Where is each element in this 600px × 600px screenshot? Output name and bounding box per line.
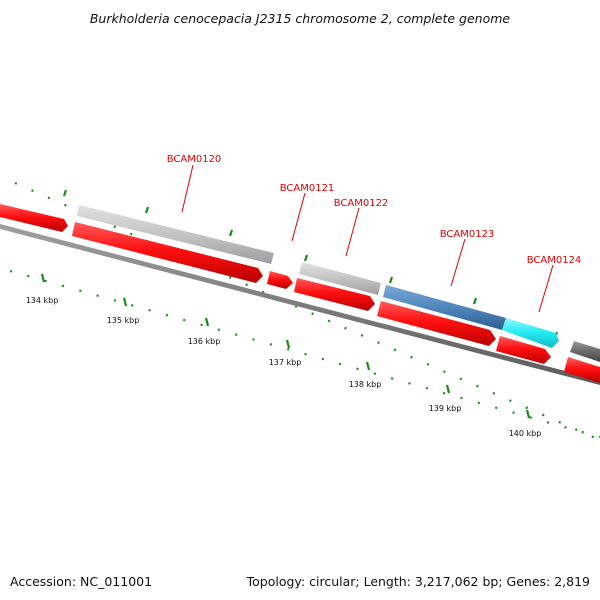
- map-title: Burkholderia cenocepacia J2315 chromosom…: [90, 11, 511, 26]
- gene-next-feature[interactable]: [570, 341, 600, 362]
- accession-text: Accession: NC_011001: [10, 574, 152, 589]
- genome-summary-text: Topology: circular; Length: 3,217,062 bp…: [246, 574, 590, 589]
- gene-label-BCAM0123[interactable]: BCAM0123: [440, 229, 495, 240]
- cds-arrow-BCAM0124[interactable]: [496, 336, 551, 364]
- scale-label-139: 139 kbp: [429, 404, 462, 413]
- gene-BCAM0124-feature[interactable]: [502, 318, 559, 348]
- scale-label-138: 138 kbp: [349, 380, 382, 389]
- gene-label-BCAM0120[interactable]: BCAM0120: [167, 154, 222, 165]
- gene-BCAM0122-feature[interactable]: [299, 262, 381, 295]
- scale-label-137: 137 kbp: [269, 358, 302, 367]
- gene-label-BCAM0122[interactable]: BCAM0122: [334, 198, 389, 209]
- scale-label-140: 140 kbp: [509, 429, 542, 438]
- label-leaders: [181, 164, 554, 313]
- cds-arrow-BCAM0123[interactable]: [377, 301, 496, 346]
- feature-track-upper: [77, 205, 600, 362]
- cds-track: [0, 204, 600, 383]
- inner-tick-track: [9, 269, 600, 439]
- scale-label-135: 135 kbp: [107, 316, 140, 325]
- cds-arrow-BCAM0122[interactable]: [294, 278, 375, 311]
- scale-label-136: 136 kbp: [188, 337, 221, 346]
- cds-arrow-0[interactable]: [0, 204, 68, 232]
- cds-arrow-BCAM0120[interactable]: [72, 222, 263, 283]
- gene-BCAM0123-feature[interactable]: [383, 285, 506, 330]
- cds-arrow-next[interactable]: [564, 357, 600, 383]
- scale-label-134: 134 kbp: [26, 296, 59, 305]
- chromosome-backbone: [0, 224, 600, 385]
- cds-arrow-BCAM0121[interactable]: [267, 271, 293, 289]
- gene-BCAM0120-feature[interactable]: [77, 205, 274, 264]
- gene-label-BCAM0121[interactable]: BCAM0121: [280, 183, 335, 194]
- gene-label-BCAM0124[interactable]: BCAM0124: [527, 255, 582, 266]
